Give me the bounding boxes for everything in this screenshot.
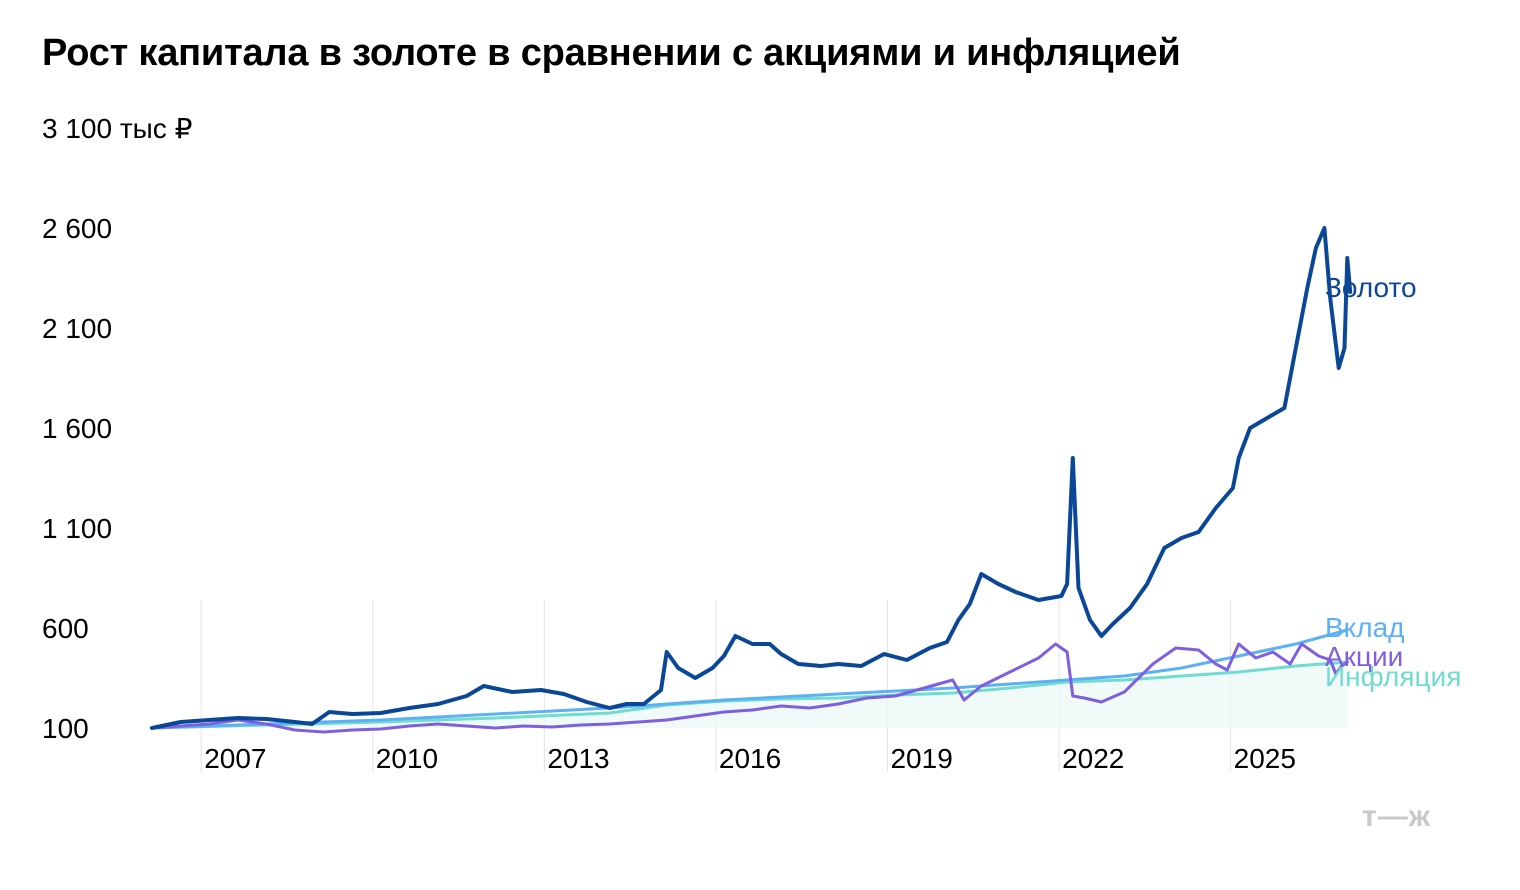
x-tick-label-2013: 2013 (547, 743, 609, 774)
series-line-2 (150, 628, 1349, 730)
series-label-3: Инфляция (1325, 661, 1461, 692)
y-axis: 100 600 1 100 1 600 2 100 2 600 3 100 тыс ₽ (42, 113, 192, 744)
y-tick-label-1100: 1 100 (42, 513, 112, 544)
series-line-0 (150, 226, 1353, 730)
inflation-area (152, 662, 1348, 728)
chart-title: Рост капитала в золоте в сравнении с акц… (42, 32, 1181, 74)
y-tick-label-2100: 2 100 (42, 313, 112, 344)
x-tick-label-2019: 2019 (890, 743, 952, 774)
series-lines (150, 226, 1353, 734)
x-tick-label-2022: 2022 (1062, 743, 1124, 774)
series-label-1: Акции (1325, 641, 1403, 672)
y-tick-label-600: 600 (42, 613, 89, 644)
series-label-2: Вклад (1325, 612, 1405, 643)
x-axis: 2007 2010 2013 2016 2019 2022 2025 (204, 743, 1296, 774)
x-tick-label-2016: 2016 (719, 743, 781, 774)
y-tick-label-100: 100 (42, 713, 89, 744)
y-tick-label-1600: 1 600 (42, 413, 112, 444)
x-tick-label-2007: 2007 (204, 743, 266, 774)
series-line-1 (150, 642, 1349, 734)
series-label-0: Золото (1325, 272, 1417, 303)
y-tick-label-2600: 2 600 (42, 213, 112, 244)
logo: т—ж (1362, 800, 1431, 833)
inflation-fill (152, 662, 1348, 728)
y-tick-label-3100: 3 100 тыс ₽ (42, 113, 192, 144)
x-tick-label-2010: 2010 (376, 743, 438, 774)
x-tick-label-2025: 2025 (1234, 743, 1296, 774)
